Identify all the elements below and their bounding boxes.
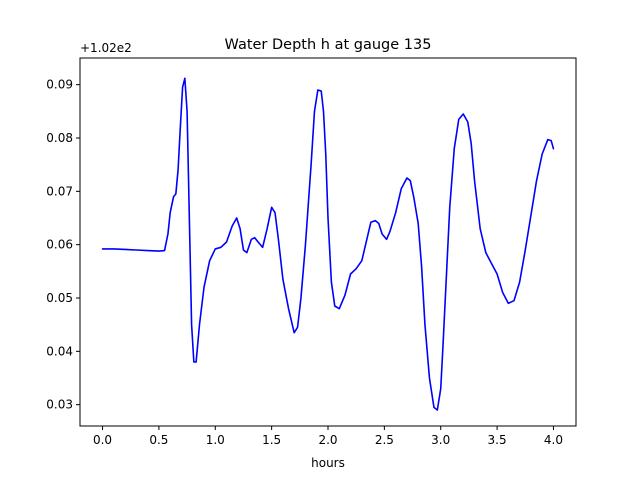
y-tick-label: 0.03 <box>46 398 73 412</box>
x-tick-label: 3.0 <box>431 433 450 447</box>
plot-area: 0.0 0.5 1.0 1.5 2.0 2.5 3.0 3.5 4.0 0.03 0.04 0.05 0… <box>46 57 577 447</box>
chart-title: Water Depth h at gauge 135 <box>225 37 432 53</box>
x-tick-label: 2.5 <box>375 433 394 447</box>
series-line-0 <box>101 77 555 411</box>
y-tick-label: 0.04 <box>46 344 73 358</box>
y-tick-label: 0.09 <box>46 78 73 92</box>
x-tick-label: 0.5 <box>149 433 168 447</box>
x-tick-label: 1.5 <box>262 433 281 447</box>
y-tick-label: 0.06 <box>46 238 73 252</box>
x-tick-label: 0.0 <box>93 433 112 447</box>
x-tick-label: 3.5 <box>488 433 507 447</box>
y-tick-label: 0.07 <box>46 184 73 198</box>
y-axis-offset-label: +1.02e2 <box>80 41 132 55</box>
y-tick-label: 0.08 <box>46 131 73 145</box>
x-tick-label: 1.0 <box>206 433 225 447</box>
x-tick-label: 2.0 <box>318 433 337 447</box>
x-tick-label: 4.0 <box>544 433 563 447</box>
y-tick-label: 0.05 <box>46 291 73 305</box>
x-axis-label: hours <box>311 456 345 470</box>
